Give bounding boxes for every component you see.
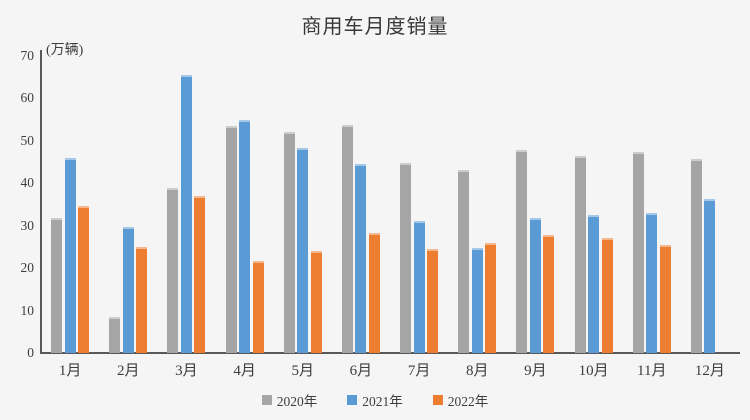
legend-swatch-icon (261, 395, 272, 405)
legend-swatch-icon (432, 395, 443, 405)
bar-2021年-6月 (355, 163, 367, 353)
bar-2020年-11月 (632, 151, 644, 353)
legend-item-2020年: 2020年 (261, 390, 318, 410)
legend: 2020年 2021年 2022年 (0, 390, 750, 410)
bar-2021年-10月 (588, 214, 600, 353)
legend-item-2021年: 2021年 (347, 390, 403, 410)
y-axis-unit-label: (万辆) (46, 43, 84, 58)
legend-label: 2022年 (447, 394, 489, 409)
bar-2022年-1月 (78, 206, 90, 353)
x-tick-label: 10月 (578, 363, 609, 379)
bar-2020年-5月 (283, 132, 295, 353)
bar-2022年-5月 (310, 251, 322, 353)
bar-2020年-3月 (167, 187, 179, 353)
bar-2022年-11月 (659, 245, 671, 353)
bar-2020年-2月 (109, 316, 121, 353)
bar-2021年-7月 (413, 220, 425, 353)
bar-2021年-2月 (122, 226, 134, 353)
x-tick-label: 9月 (524, 363, 547, 379)
bar-2020年-10月 (574, 155, 586, 353)
bar-2022年-7月 (427, 248, 439, 353)
legend-label: 2021年 (362, 394, 403, 409)
y-tick-label: 40 (20, 175, 35, 191)
x-tick-label: 8月 (465, 363, 489, 379)
x-tick-label: 7月 (407, 363, 431, 379)
bar-2020年-1月 (51, 217, 63, 353)
x-tick-label: 2月 (116, 363, 140, 379)
bar-2021年-8月 (471, 247, 483, 353)
x-tick-label: 12月 (694, 363, 725, 379)
bar-2020年-6月 (341, 125, 353, 353)
y-tick-label: 70 (20, 48, 35, 63)
bar-2020年-9月 (516, 150, 528, 353)
bar-2020年-4月 (225, 126, 237, 353)
legend-item-2022年: 2022年 (432, 390, 489, 410)
x-tick-label: 5月 (291, 363, 314, 379)
x-tick-label: 11月 (637, 363, 667, 379)
y-axis-line (40, 50, 42, 354)
bar-2021年-3月 (180, 75, 192, 353)
bar-2022年-9月 (543, 235, 555, 353)
y-tick-label: 20 (20, 260, 35, 276)
bar-2020年-12月 (690, 159, 702, 353)
bar-2021年-9月 (529, 218, 541, 353)
bar-2022年-8月 (485, 243, 497, 353)
bar-2022年-6月 (368, 233, 380, 353)
x-tick-label: 4月 (233, 363, 256, 379)
x-tick-label: 3月 (175, 363, 198, 379)
y-tick-label: 60 (20, 90, 35, 106)
bar-2022年-10月 (601, 237, 613, 353)
bar-2020年-8月 (458, 170, 470, 353)
y-tick-label: 10 (20, 302, 35, 318)
bar-2021年-11月 (646, 212, 658, 353)
bar-2022年-3月 (194, 196, 206, 353)
bar-2021年-4月 (239, 119, 251, 353)
x-axis-line (40, 352, 740, 354)
bar-2021年-1月 (64, 158, 76, 353)
y-tick-label: 0 (27, 345, 34, 360)
legend-label: 2020年 (276, 394, 318, 409)
y-tick-label: 50 (20, 132, 35, 148)
bar-2021年-5月 (297, 148, 309, 353)
x-tick-label: 1月 (58, 363, 82, 379)
x-tick-label: 6月 (349, 363, 373, 379)
y-tick-label: 30 (20, 217, 35, 233)
bar-2022年-2月 (136, 246, 148, 353)
bar-2022年-4月 (252, 260, 264, 353)
bar-2021年-12月 (704, 198, 716, 353)
legend-swatch-icon (347, 395, 358, 405)
bar-2020年-7月 (400, 162, 412, 353)
chart-title: 商用车月度销量 (301, 16, 449, 38)
